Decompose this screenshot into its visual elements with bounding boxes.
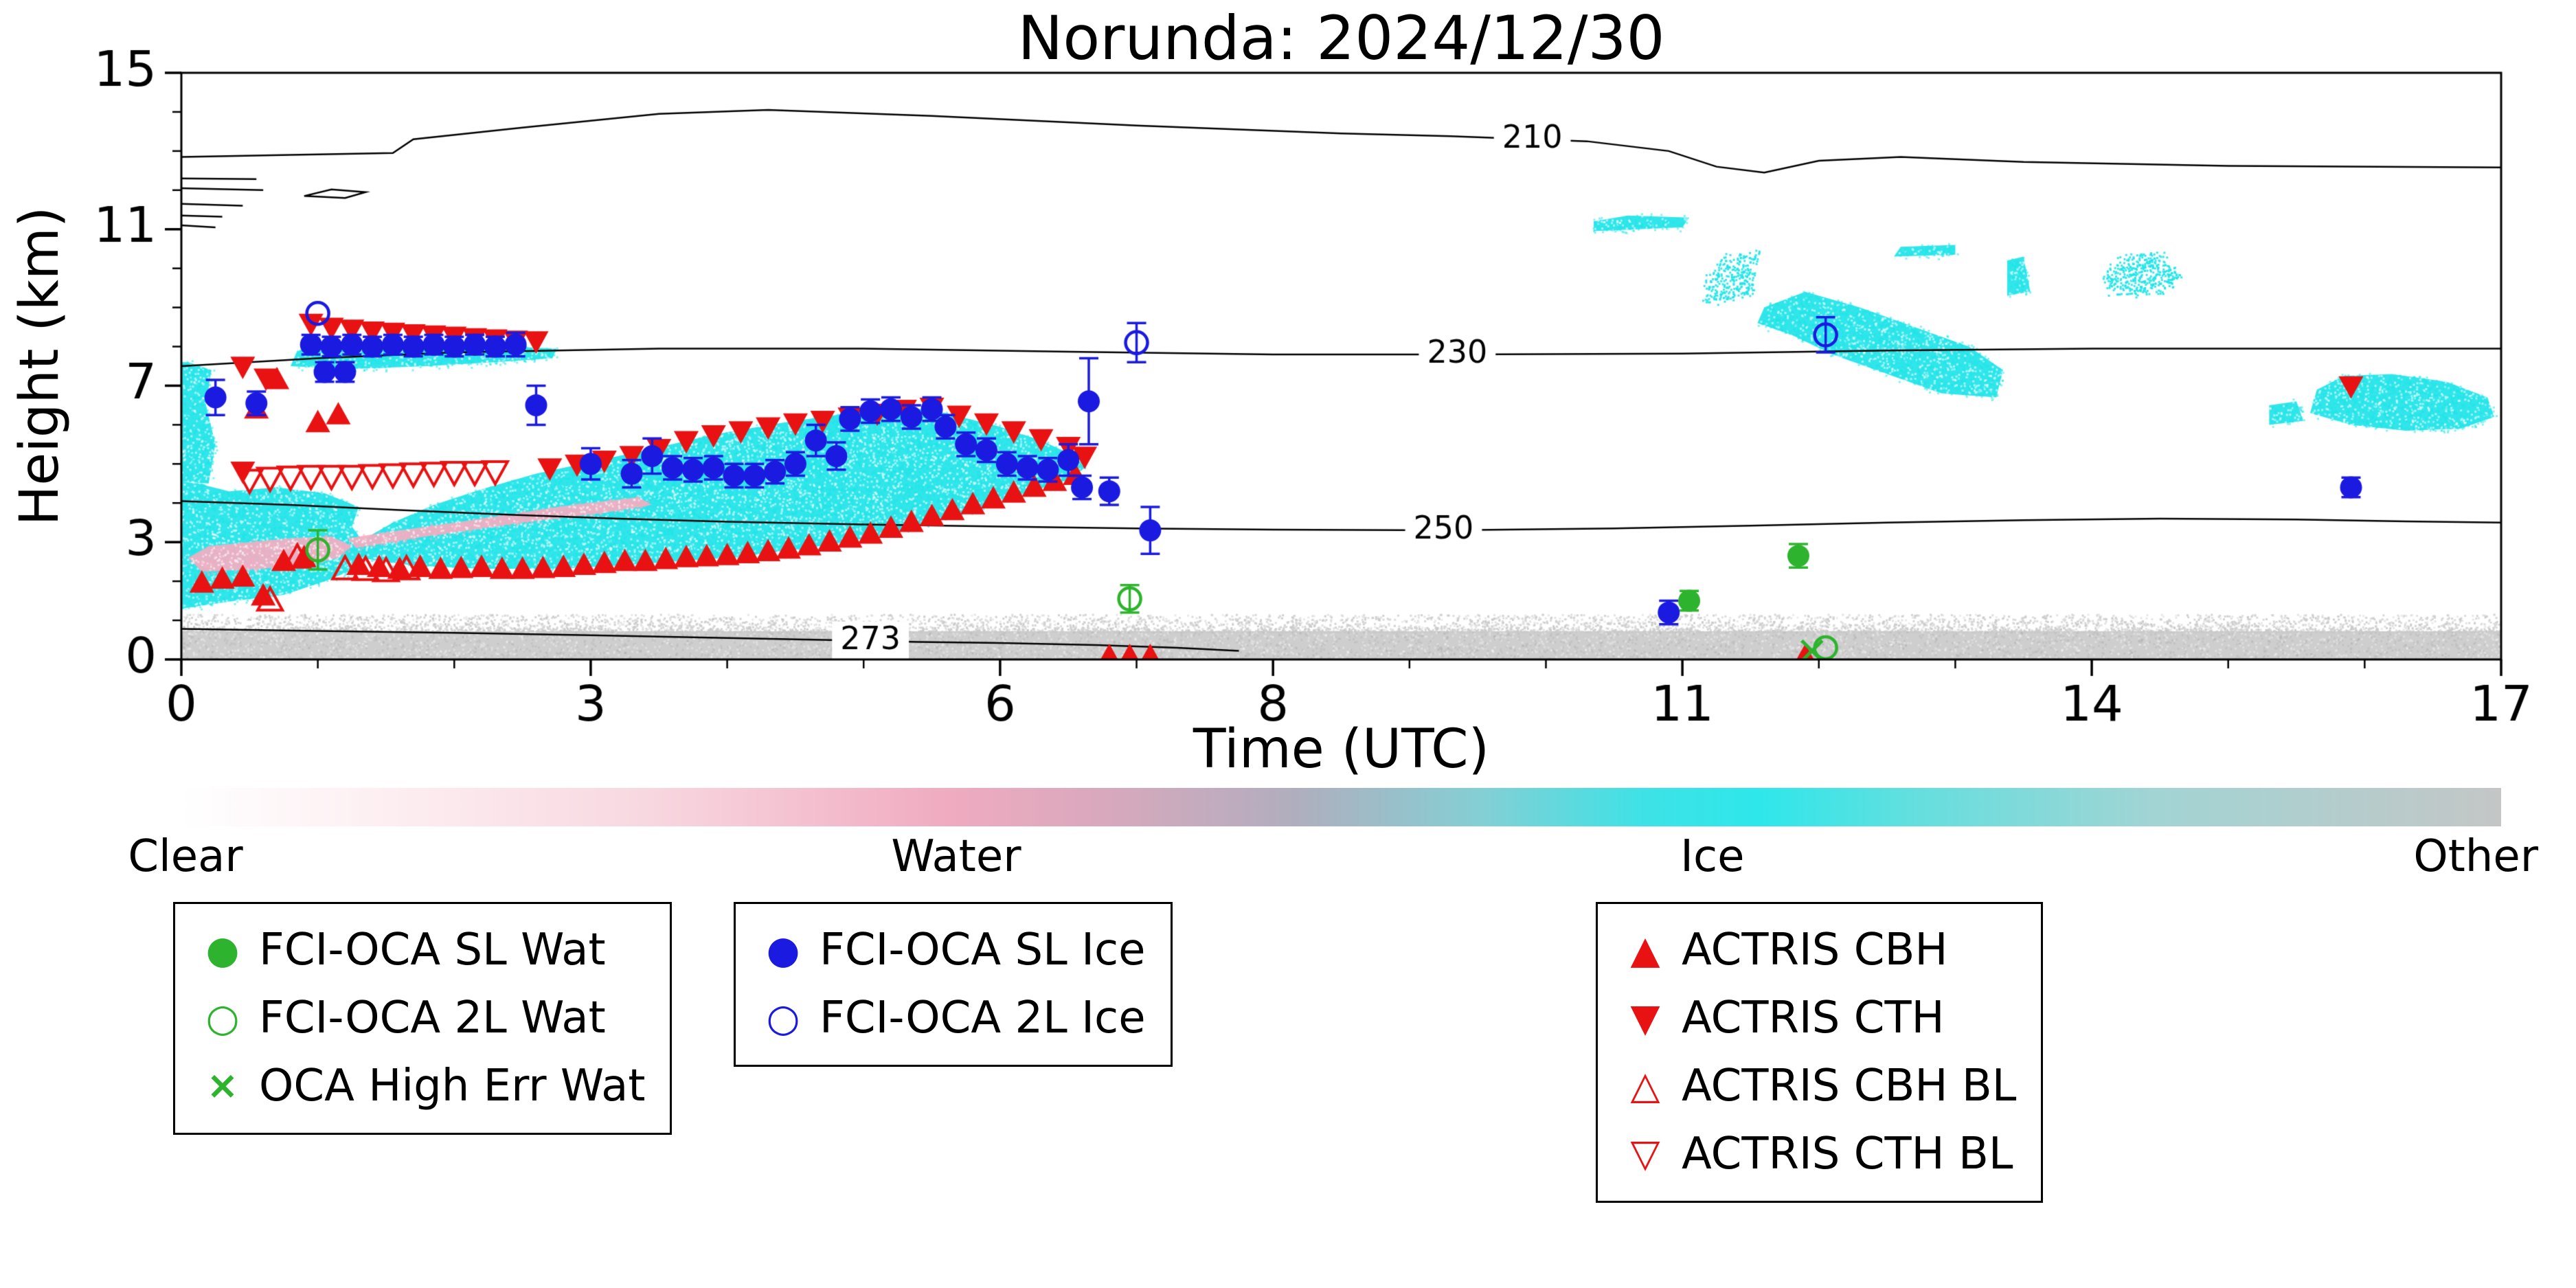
x-marker-icon: ×	[206, 1063, 239, 1109]
y-axis-label: Height (km)	[9, 206, 71, 526]
legend-label: FCI-OCA 2L Ice	[820, 992, 1146, 1043]
legend-ice-box: ● FCI-OCA SL Ice ○ FCI-OCA 2L Ice	[734, 902, 1173, 1067]
legend-item-fci-oca-sl-ice: ● FCI-OCA SL Ice	[760, 919, 1146, 982]
open-triangle-down-icon: ▽	[1630, 1131, 1660, 1177]
legend-label: ACTRIS CBH BL	[1682, 1060, 2017, 1111]
legend-item-actris-cbh: ▲ ACTRIS CBH	[1623, 919, 2016, 982]
colorbar-label-ice: Ice	[1680, 831, 1745, 882]
legend-label: ACTRIS CTH BL	[1682, 1128, 2013, 1179]
open-circle-icon: ○	[766, 995, 800, 1041]
colorbar-label-water: Water	[891, 831, 1021, 882]
open-triangle-up-icon: △	[1630, 1063, 1660, 1109]
chart-title: Norunda: 2024/12/30	[1017, 3, 1665, 74]
filled-triangle-up-icon: ▲	[1630, 927, 1660, 973]
legend-water-box: ● FCI-OCA SL Wat ○ FCI-OCA 2L Wat × OCA …	[173, 902, 673, 1135]
colorbar-label-other: Other	[2413, 831, 2539, 882]
legend-item-fci-oca-2l-wat: ○ FCI-OCA 2L Wat	[200, 987, 645, 1050]
legend-label: OCA High Err Wat	[259, 1060, 646, 1111]
legend-label: ACTRIS CBH	[1682, 925, 1948, 975]
legend-label: ACTRIS CTH	[1682, 992, 1945, 1043]
legend-item-fci-oca-sl-wat: ● FCI-OCA SL Wat	[200, 919, 645, 982]
legend-label: FCI-OCA SL Wat	[259, 925, 606, 975]
legend-label: FCI-OCA 2L Wat	[259, 992, 606, 1043]
legend-item-fci-oca-2l-ice: ○ FCI-OCA 2L Ice	[760, 987, 1146, 1050]
colorbar-gradient	[181, 788, 2501, 826]
legend-label: FCI-OCA SL Ice	[820, 925, 1146, 975]
colorbar-label-clear: Clear	[128, 831, 243, 882]
legend-actris-box: ▲ ACTRIS CBH ▼ ACTRIS CTH △ ACTRIS CBH B…	[1596, 902, 2044, 1203]
legend-item-actris-cth: ▼ ACTRIS CTH	[1623, 987, 2016, 1050]
legend-item-actris-cth-bl: ▽ ACTRIS CTH BL	[1623, 1123, 2016, 1186]
filled-circle-icon: ●	[766, 927, 800, 973]
x-axis-label: Time (UTC)	[1193, 719, 1490, 780]
legend-item-actris-cbh-bl: △ ACTRIS CBH BL	[1623, 1055, 2016, 1118]
filled-triangle-down-icon: ▼	[1630, 995, 1660, 1041]
legend-item-oca-high-err-wat: × OCA High Err Wat	[200, 1055, 646, 1118]
filled-circle-icon: ●	[205, 927, 240, 973]
open-circle-icon: ○	[205, 995, 240, 1041]
